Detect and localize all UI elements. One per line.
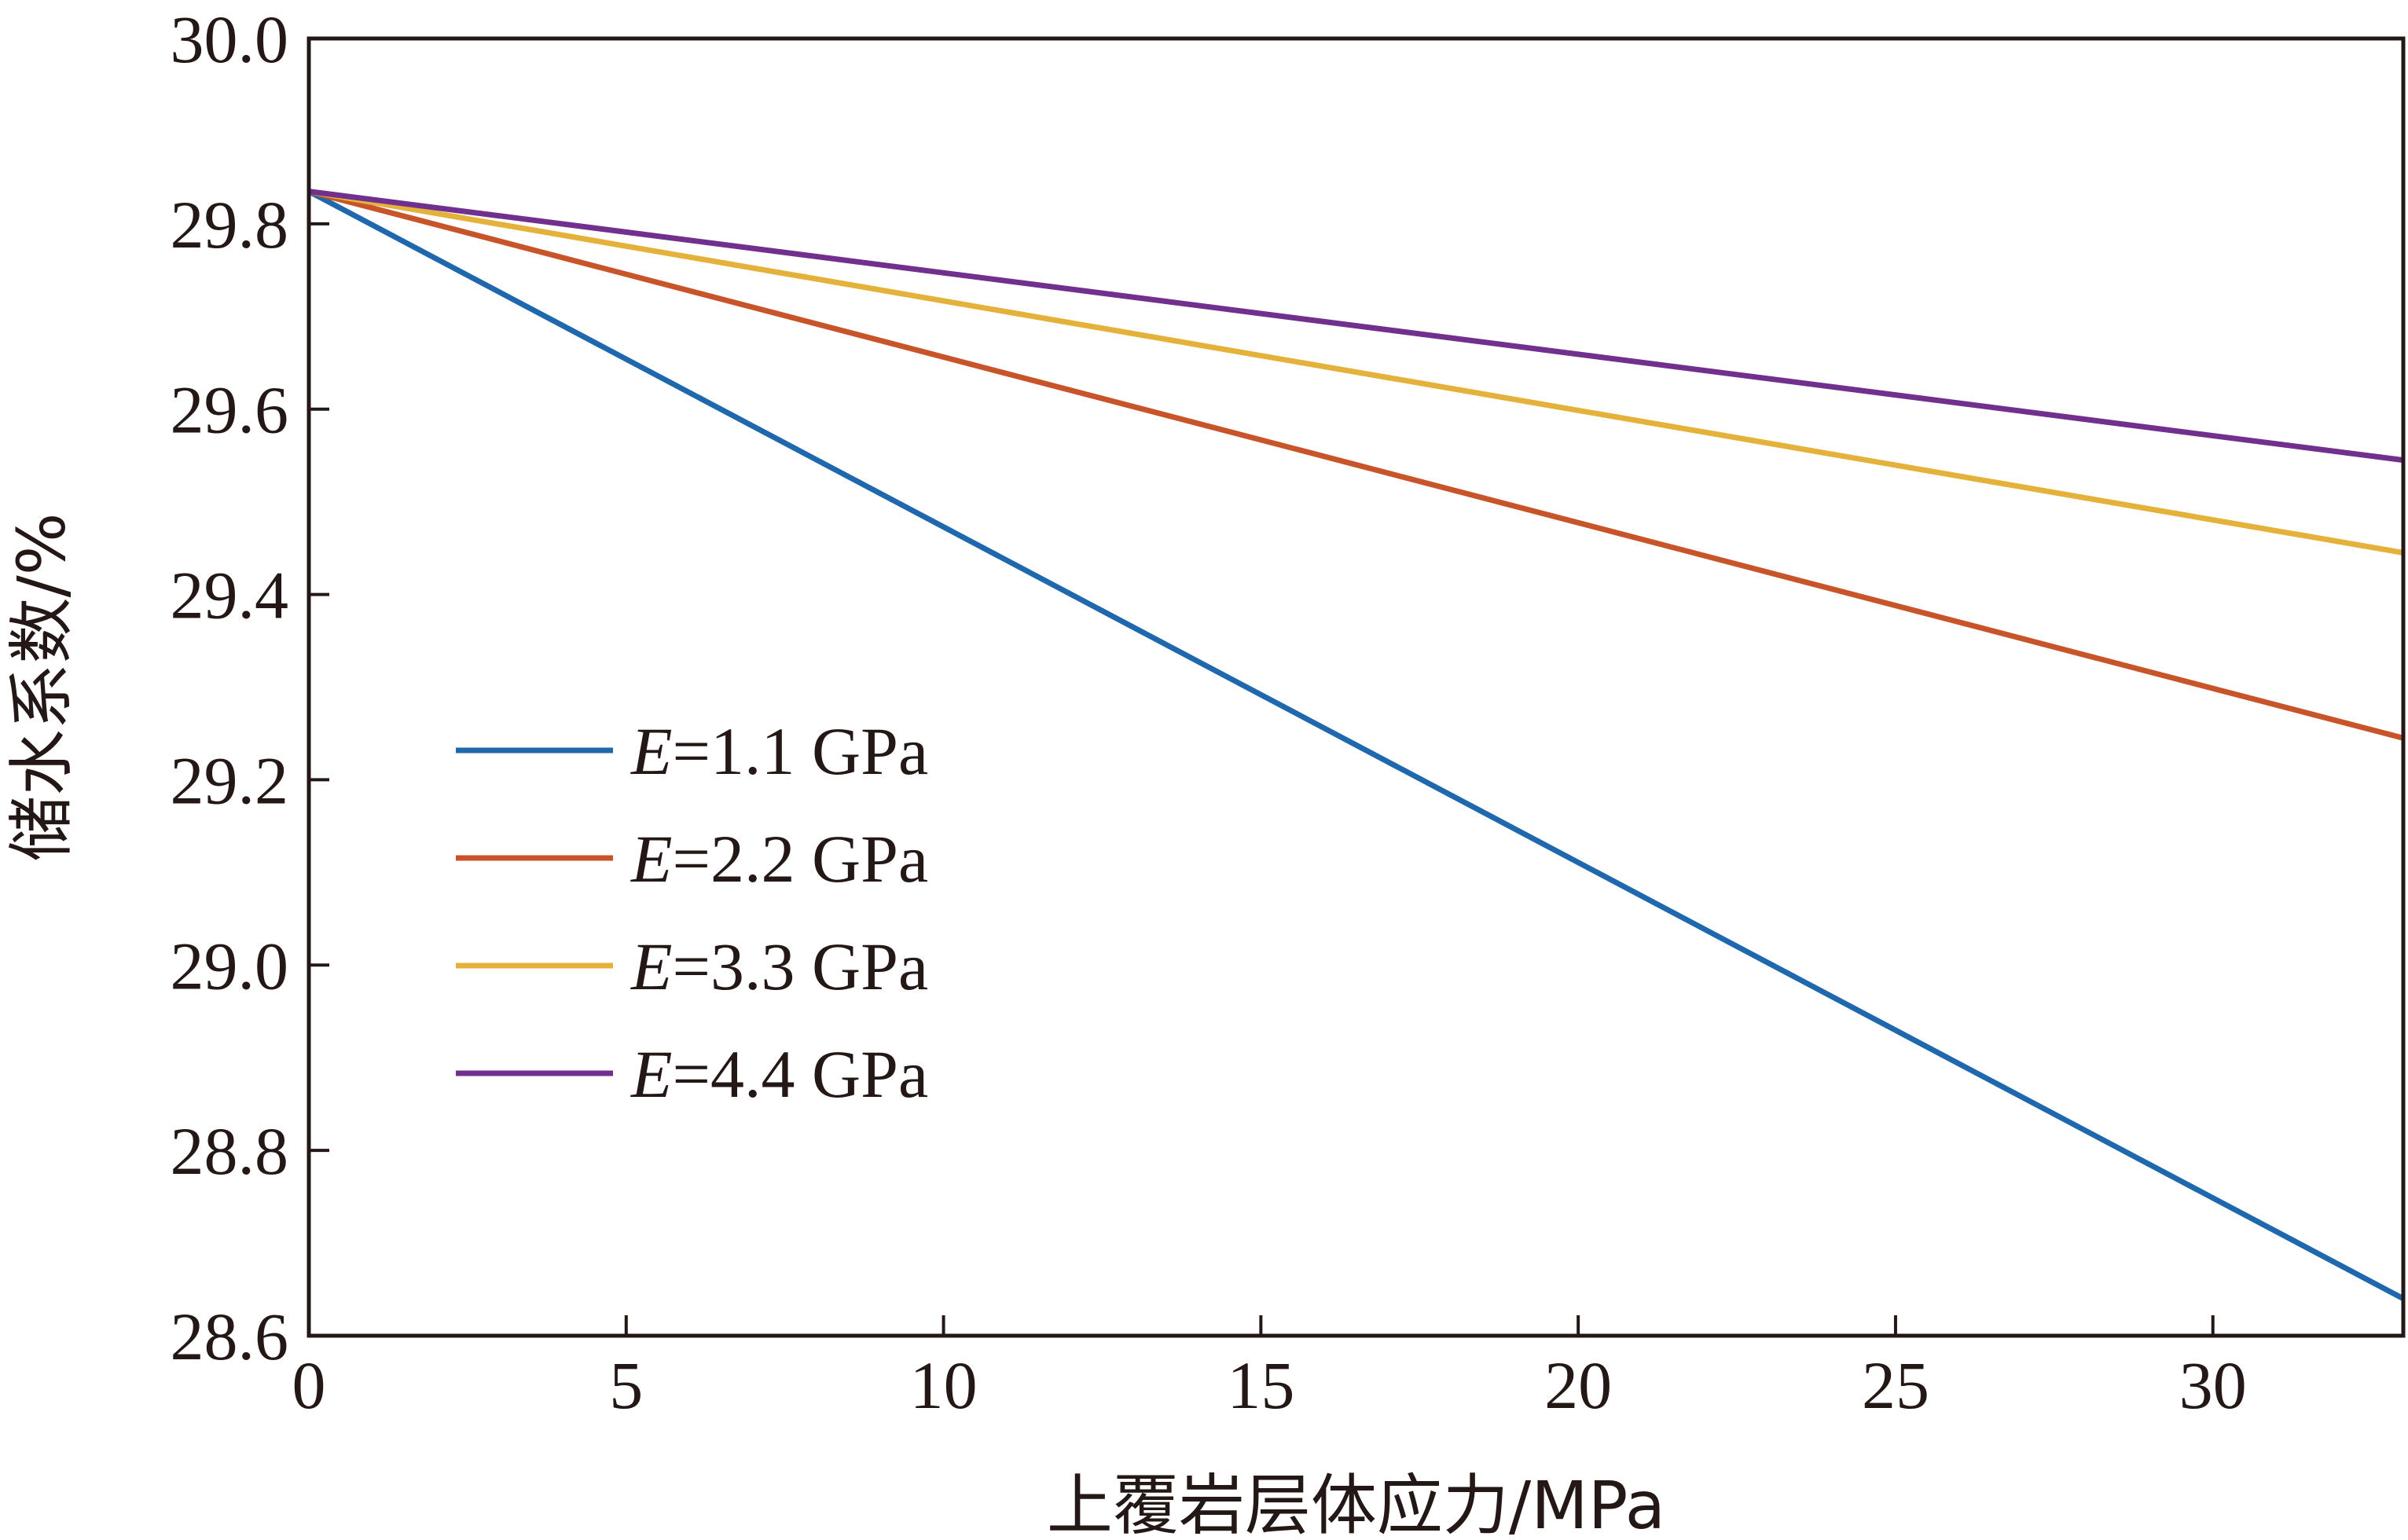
y-tick-label: 28.8 [171, 1113, 289, 1189]
x-tick-label: 25 [1862, 1348, 1929, 1423]
y-tick-label: 29.8 [171, 187, 289, 262]
legend-label-variable: E [630, 929, 673, 1004]
y-axis-title: 储水系数/% [3, 512, 80, 861]
legend-item-3: E=3.3 GPa [456, 929, 928, 1004]
legend-item-2: E=2.2 GPa [456, 821, 928, 896]
legend-item-1: E=1.1 GPa [456, 713, 928, 789]
legend-label: E=3.3 GPa [630, 929, 928, 1004]
legend-label-variable: E [630, 821, 673, 896]
y-tick-label: 29.2 [171, 742, 289, 818]
x-axis-title: 上覆岩层体应力/MPa [1047, 1467, 1665, 1540]
series-line-4 [308, 189, 2404, 464]
y-tick-label: 29.6 [171, 372, 289, 448]
axes: 0 5 10 15 20 25 30 28.6 28.8 29.0 29.2 29.4 29.6 29.8… [171, 2, 2247, 1423]
legend-label-value: =3.3 GPa [673, 929, 929, 1004]
legend-label: E=4.4 GPa [630, 1036, 928, 1112]
x-tick-label: 20 [1544, 1348, 1612, 1423]
y-tick-label: 28.6 [171, 1299, 289, 1374]
y-tick-label: 29.4 [171, 558, 289, 633]
y-tick-label: 29.0 [171, 928, 289, 1003]
legend-item-4: E=4.4 GPa [456, 1036, 928, 1112]
legend-label-variable: E [630, 713, 673, 789]
legend-label-value: =2.2 GPa [673, 821, 929, 896]
x-tick-label: 5 [609, 1348, 643, 1423]
series-line-1 [307, 189, 2405, 1301]
legend-label-value: =1.1 GPa [673, 713, 929, 789]
series-line-2 [308, 189, 2404, 741]
legend-label-value: =4.4 GPa [673, 1036, 929, 1112]
legend-label: E=1.1 GPa [630, 713, 928, 789]
legend-label: E=2.2 GPa [630, 821, 928, 896]
series-line-3 [308, 189, 2404, 556]
y-tick-label: 30.0 [171, 2, 289, 77]
x-tick-label: 15 [1227, 1348, 1294, 1423]
series-lines [307, 189, 2405, 1301]
x-tick-label: 30 [2179, 1348, 2247, 1423]
x-tick-label: 0 [292, 1348, 326, 1423]
legend-label-variable: E [630, 1036, 673, 1112]
x-tick-label: 10 [910, 1348, 978, 1423]
plot-frame [307, 36, 2406, 1338]
